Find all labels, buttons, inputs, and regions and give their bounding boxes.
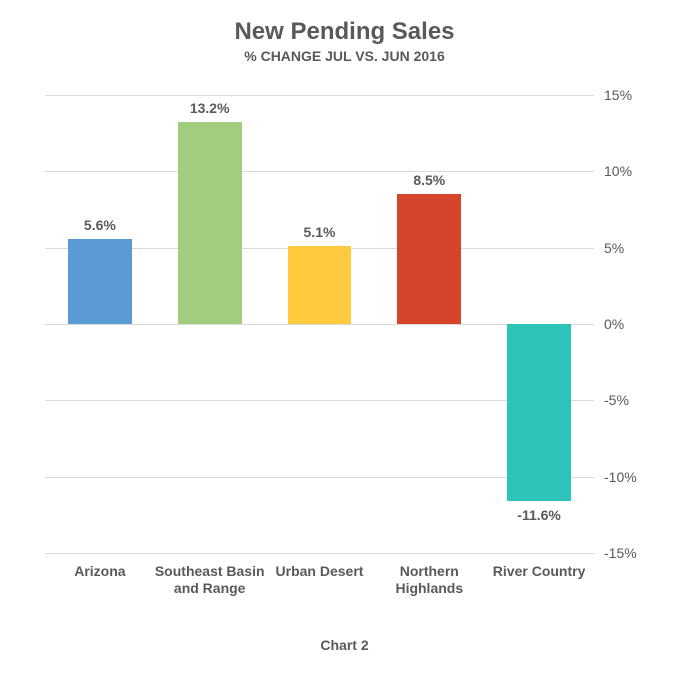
- chart-title: New Pending Sales: [0, 18, 689, 46]
- y-tick-label: 5%: [604, 240, 664, 256]
- y-tick-label: -15%: [604, 545, 664, 561]
- x-tick-label: Southeast Basin and Range: [155, 563, 265, 597]
- bar-value-label: 5.6%: [68, 217, 132, 233]
- bar: 13.2%: [178, 122, 242, 324]
- x-tick-label: Arizona: [45, 563, 155, 580]
- bar: 5.6%: [68, 239, 132, 324]
- y-tick-label: 15%: [604, 87, 664, 103]
- gridline: [45, 171, 594, 172]
- x-tick-label: Urban Desert: [265, 563, 375, 580]
- bar-value-label: 13.2%: [178, 100, 242, 116]
- bar-value-label: 8.5%: [397, 172, 461, 188]
- y-tick-label: -5%: [604, 392, 664, 408]
- y-tick-label: 10%: [604, 163, 664, 179]
- chart-caption: Chart 2: [0, 637, 689, 653]
- bar: 8.5%: [397, 194, 461, 324]
- x-tick-label: River Country: [484, 563, 594, 580]
- bar-value-label: -11.6%: [507, 507, 571, 523]
- gridline: [45, 95, 594, 96]
- bar: -11.6%: [507, 324, 571, 501]
- x-tick-label: Northern Highlands: [374, 563, 484, 597]
- y-tick-label: 0%: [604, 316, 664, 332]
- y-tick-label: -10%: [604, 469, 664, 485]
- bar: 5.1%: [288, 246, 352, 324]
- gridline: [45, 553, 594, 554]
- chart-subtitle: % CHANGE JUL VS. JUN 2016: [0, 48, 689, 64]
- chart-container: New Pending Sales % CHANGE JUL VS. JUN 2…: [0, 0, 689, 673]
- bar-value-label: 5.1%: [288, 224, 352, 240]
- plot-area: -15%-10%-5%0%5%10%15%5.6%13.2%5.1%8.5%-1…: [45, 95, 594, 553]
